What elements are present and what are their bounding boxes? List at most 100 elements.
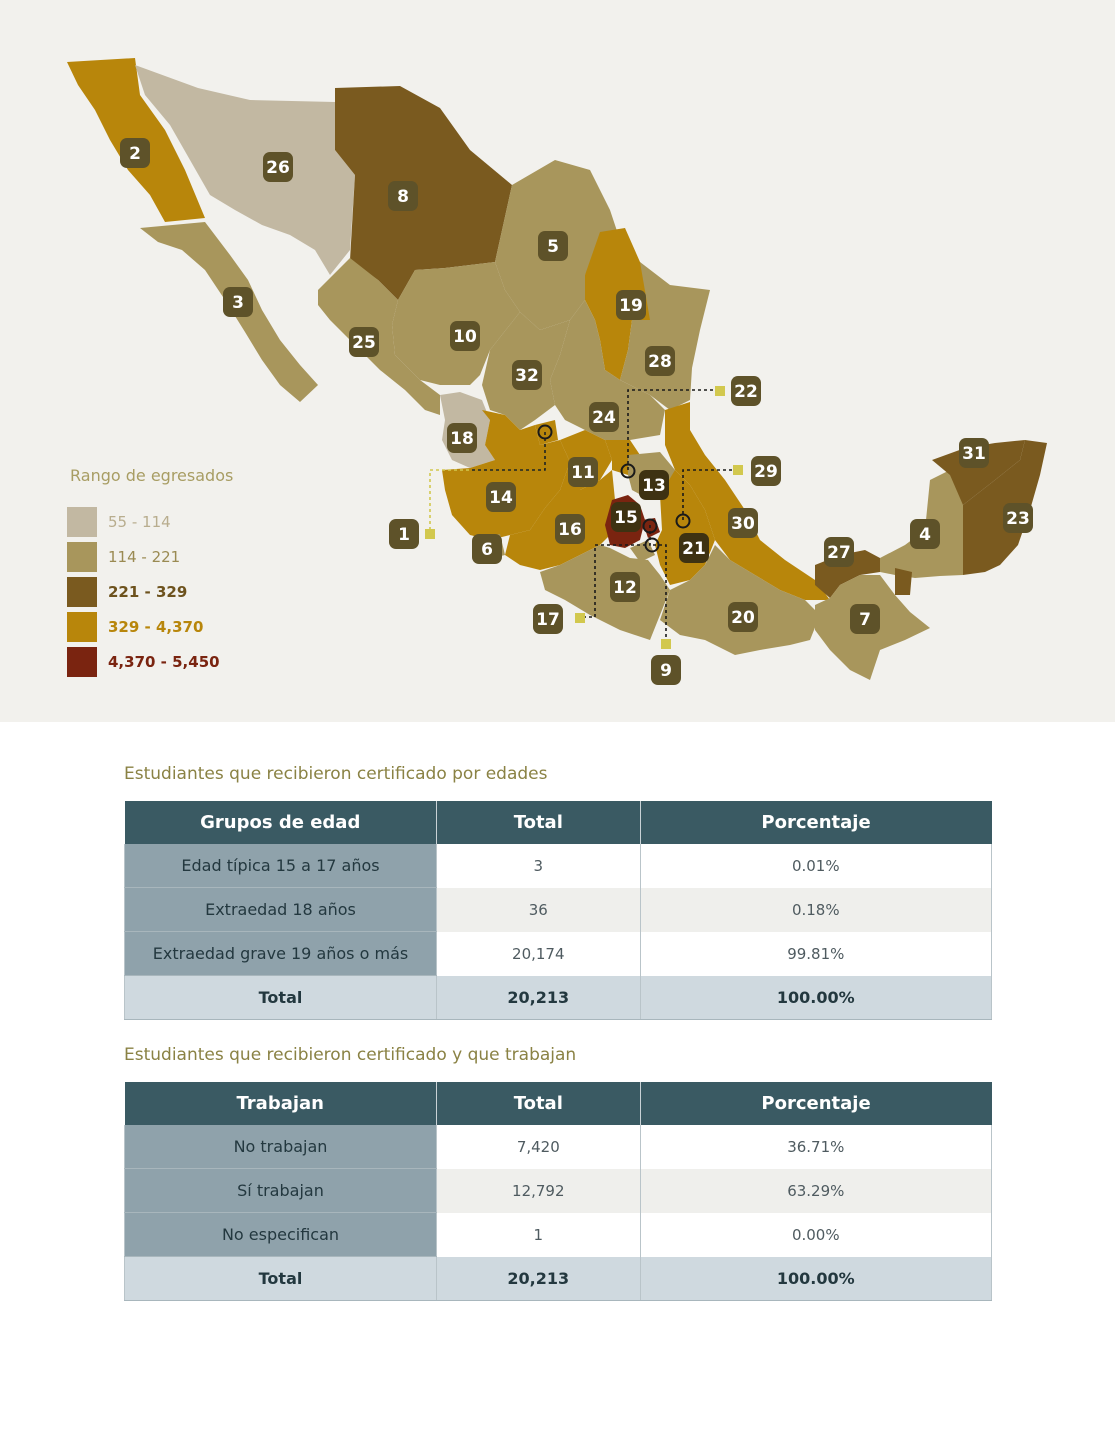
state-badge-label: 15 bbox=[614, 508, 638, 528]
state-region-17[interactable] bbox=[630, 540, 655, 562]
row-label: Edad típica 15 a 17 años bbox=[124, 844, 437, 888]
table-row: Sí trabajan 12,792 63.29% bbox=[124, 1168, 993, 1213]
state-badge-box bbox=[568, 457, 598, 487]
state-badge-box bbox=[639, 470, 669, 500]
state-badge-label: 19 bbox=[619, 296, 643, 316]
state-number-badges: 1234567891011121314151617181920212223242… bbox=[120, 138, 1033, 685]
state-badge-3: 3 bbox=[223, 287, 253, 317]
legend-swatch bbox=[67, 577, 97, 607]
state-badge-box bbox=[910, 519, 940, 549]
state-badge-label: 30 bbox=[731, 514, 755, 534]
state-badge-label: 23 bbox=[1006, 509, 1030, 529]
row-total: 3 bbox=[436, 844, 641, 888]
state-badge-label: 16 bbox=[558, 520, 582, 540]
state-badge-15: 15 bbox=[611, 502, 641, 532]
state-badge-30: 30 bbox=[728, 508, 758, 538]
state-badge-31: 31 bbox=[959, 438, 989, 468]
legend-title: Rango de egresados bbox=[70, 466, 234, 485]
row-label: Extraedad 18 años bbox=[124, 887, 437, 932]
state-badge-box bbox=[589, 402, 619, 432]
legend-swatch bbox=[67, 507, 97, 537]
map-panel: 1 2 3 4 5 6 7 8 9 10 11 12 13 14 15 16 17 18 19 20 21 22 23 24 2… bbox=[0, 0, 1115, 722]
state-badge-4: 4 bbox=[910, 519, 940, 549]
legend-label: 55 - 114 bbox=[108, 513, 171, 531]
state-badge-label: 9 bbox=[660, 661, 672, 681]
row-percent: 0.01% bbox=[640, 844, 993, 888]
state-region-8[interactable] bbox=[335, 86, 512, 300]
state-regions bbox=[67, 58, 1047, 680]
state-badge-box bbox=[538, 231, 568, 261]
leader-line-29 bbox=[682, 469, 738, 520]
state-badge-label: 18 bbox=[450, 429, 474, 449]
state-region-extra bbox=[895, 568, 912, 595]
leader-square-17 bbox=[575, 613, 585, 623]
state-badge-label: 20 bbox=[731, 608, 755, 628]
state-badge-21: 21 bbox=[679, 533, 709, 563]
state-badge-box bbox=[611, 502, 641, 532]
state-badge-box bbox=[751, 456, 781, 486]
state-badge-7: 7 bbox=[850, 604, 880, 634]
state-badge-label: 13 bbox=[642, 476, 666, 496]
state-region-24[interactable] bbox=[550, 300, 665, 440]
state-badge-label: 12 bbox=[613, 578, 637, 598]
leader-line-22 bbox=[627, 389, 720, 470]
state-badge-label: 10 bbox=[453, 327, 477, 347]
row-percent: 0.18% bbox=[640, 887, 993, 932]
leader-line-1b bbox=[470, 432, 546, 471]
state-badge-18: 18 bbox=[447, 423, 477, 453]
leader-square-29 bbox=[733, 465, 743, 475]
leader-circles bbox=[537, 424, 691, 553]
legend-swatch bbox=[67, 542, 97, 572]
state-region-20[interactable] bbox=[660, 545, 820, 655]
state-badge-label: 22 bbox=[734, 382, 758, 402]
ages-table: Grupos de edad Total Porcentaje Edad típ… bbox=[124, 801, 993, 1020]
state-badge-22: 22 bbox=[731, 376, 761, 406]
legend-label: 114 - 221 bbox=[108, 548, 181, 566]
state-badge-box bbox=[645, 346, 675, 376]
state-badge-6: 6 bbox=[472, 534, 502, 564]
marker-circle-29 bbox=[675, 513, 691, 529]
state-badge-9: 9 bbox=[651, 655, 681, 685]
state-badge-label: 5 bbox=[547, 237, 559, 257]
legend-label: 221 - 329 bbox=[108, 583, 188, 601]
state-region-3[interactable] bbox=[140, 222, 318, 402]
legend-label: 329 - 4,370 bbox=[108, 618, 204, 636]
row-percent: 36.71% bbox=[640, 1125, 993, 1169]
marker-circle-17 bbox=[642, 518, 658, 534]
row-total: 12,792 bbox=[436, 1168, 641, 1213]
legend-label: 4,370 - 5,450 bbox=[108, 653, 220, 671]
table-row: Edad típica 15 a 17 años 3 0.01% bbox=[124, 844, 993, 888]
state-badge-box bbox=[349, 327, 379, 357]
row-label: Extraedad grave 19 años o más bbox=[124, 931, 437, 976]
state-badge-10: 10 bbox=[450, 321, 480, 351]
work-header-group: Trabajan bbox=[124, 1082, 437, 1125]
state-badge-box bbox=[824, 537, 854, 567]
total-value: 20,213 bbox=[436, 1256, 641, 1301]
state-region-26[interactable] bbox=[135, 65, 355, 275]
state-badge-label: 7 bbox=[859, 610, 871, 630]
state-region-28[interactable] bbox=[620, 262, 710, 410]
state-badge-13: 13 bbox=[639, 470, 669, 500]
state-badge-5: 5 bbox=[538, 231, 568, 261]
total-label: Total bbox=[124, 1256, 437, 1301]
state-badge-17: 17 bbox=[533, 604, 563, 634]
state-badge-label: 21 bbox=[682, 539, 706, 559]
marker-circle-1 bbox=[537, 424, 553, 440]
total-percent: 100.00% bbox=[640, 975, 993, 1020]
state-badge-label: 24 bbox=[592, 408, 616, 428]
leader-square-22 bbox=[715, 386, 725, 396]
state-badge-box bbox=[555, 514, 585, 544]
state-region-4[interactable] bbox=[880, 470, 963, 578]
state-region-12[interactable] bbox=[540, 545, 670, 640]
state-badge-label: 31 bbox=[962, 444, 986, 464]
state-badge-label: 11 bbox=[571, 463, 595, 483]
state-region-14[interactable] bbox=[442, 410, 570, 540]
state-badge-box bbox=[616, 290, 646, 320]
state-badge-label: 4 bbox=[919, 525, 931, 545]
state-badge-16: 16 bbox=[555, 514, 585, 544]
state-region-30[interactable] bbox=[665, 402, 830, 600]
row-percent: 0.00% bbox=[640, 1212, 993, 1257]
total-row: Total 20,213 100.00% bbox=[124, 975, 993, 1020]
state-region-31[interactable] bbox=[932, 440, 1025, 505]
state-badge-label: 1 bbox=[398, 525, 410, 545]
